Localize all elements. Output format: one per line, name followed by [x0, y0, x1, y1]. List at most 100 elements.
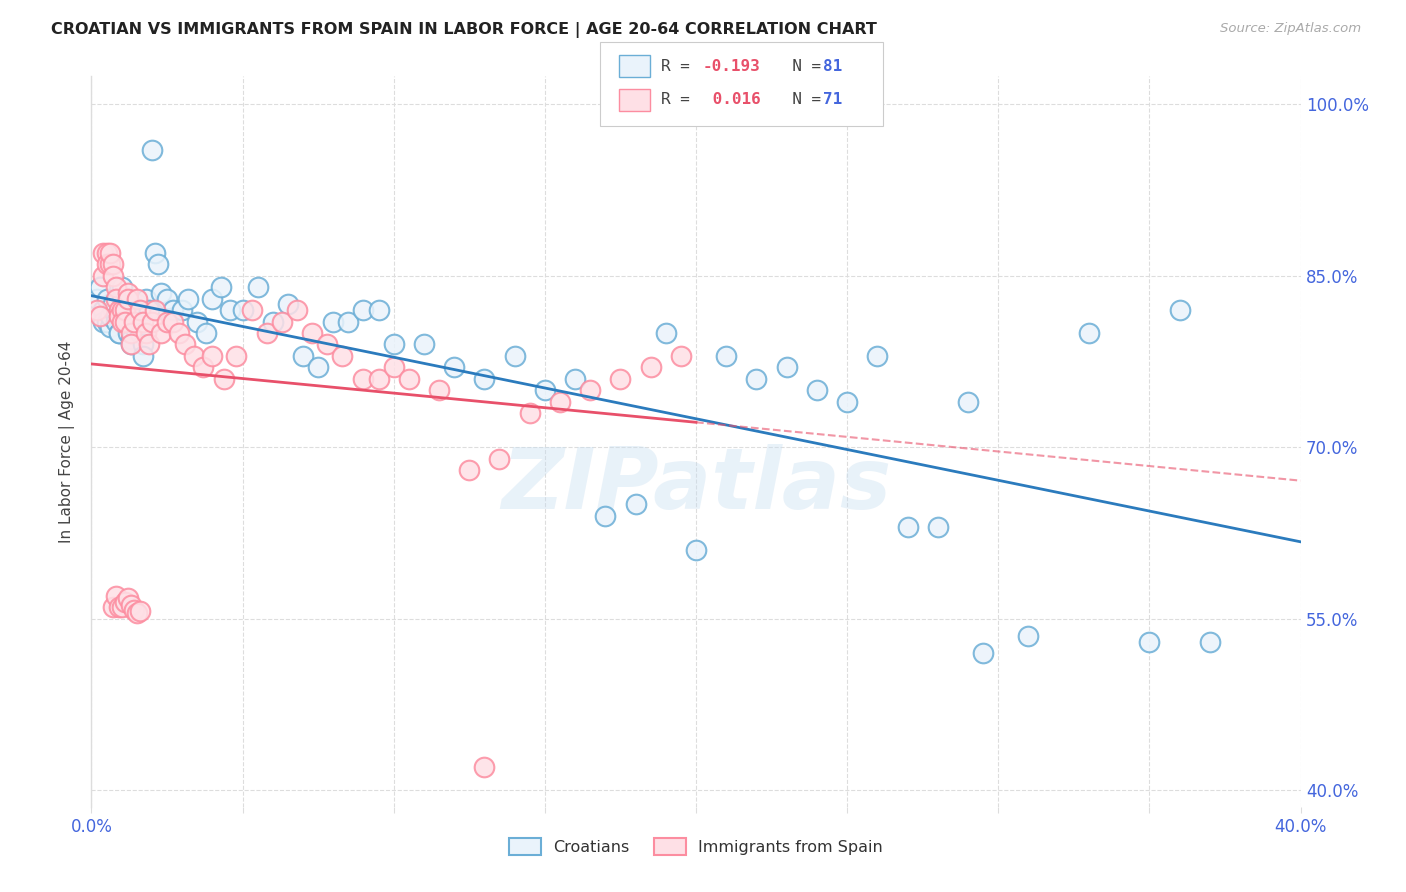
Point [104, 589, 127, 603]
Point [866, 349, 889, 363]
Point [183, 349, 205, 363]
Point [1018, 629, 1040, 643]
Point [219, 303, 242, 318]
Point [149, 285, 172, 300]
Point [96, 314, 118, 328]
Point [93, 268, 115, 283]
Point [89, 309, 111, 323]
Point [104, 292, 127, 306]
Point [533, 383, 555, 397]
Point [104, 314, 127, 328]
Point [292, 349, 315, 363]
Point [98, 257, 121, 271]
Point [104, 280, 127, 294]
Point [107, 326, 129, 340]
Text: 71: 71 [823, 93, 842, 107]
Point [714, 349, 737, 363]
Point [897, 520, 920, 534]
Point [654, 326, 676, 340]
Point [128, 604, 150, 618]
Point [225, 349, 247, 363]
Text: 0.016: 0.016 [703, 93, 761, 107]
Point [146, 257, 169, 271]
Point [141, 143, 163, 157]
Point [89, 280, 111, 294]
Point [277, 297, 299, 311]
Point [640, 360, 662, 375]
Point [172, 303, 194, 318]
Point [98, 246, 121, 260]
Point [246, 280, 269, 294]
Point [835, 394, 858, 409]
Point [337, 314, 360, 328]
Point [956, 394, 979, 409]
Point [120, 337, 142, 351]
Point [107, 303, 129, 318]
Point [93, 246, 115, 260]
Point [1198, 634, 1220, 648]
Point [262, 314, 284, 328]
Point [125, 303, 148, 318]
Point [107, 309, 129, 323]
Point [111, 314, 132, 328]
Point [101, 268, 124, 283]
Point [93, 303, 115, 318]
Point [98, 309, 121, 323]
Point [107, 600, 129, 615]
Point [472, 760, 495, 774]
Text: R =: R = [661, 93, 699, 107]
Point [143, 246, 166, 260]
Point [579, 383, 602, 397]
Point [231, 303, 253, 318]
Point [117, 591, 139, 606]
Point [114, 309, 136, 323]
Point [427, 383, 450, 397]
Point [972, 646, 994, 660]
Point [162, 314, 184, 328]
Text: 81: 81 [823, 59, 842, 73]
Text: N =: N = [773, 59, 831, 73]
Point [132, 349, 155, 363]
Point [503, 349, 526, 363]
Point [120, 337, 142, 351]
Point [1077, 326, 1099, 340]
Point [927, 520, 949, 534]
Point [548, 394, 571, 409]
Point [122, 314, 145, 328]
Point [125, 297, 148, 311]
Point [256, 326, 278, 340]
Point [117, 326, 139, 340]
Point [132, 337, 155, 351]
Point [101, 257, 124, 271]
Point [117, 292, 139, 306]
Point [111, 600, 132, 615]
Point [149, 326, 172, 340]
Point [776, 360, 799, 375]
Y-axis label: In Labor Force | Age 20-64: In Labor Force | Age 20-64 [59, 341, 76, 542]
Point [624, 497, 647, 511]
Point [609, 372, 631, 386]
Point [1139, 634, 1161, 648]
Point [669, 349, 692, 363]
Point [122, 602, 145, 616]
Point [240, 303, 263, 318]
Point [270, 314, 292, 328]
Point [195, 326, 218, 340]
Text: Source: ZipAtlas.com: Source: ZipAtlas.com [1220, 22, 1361, 36]
Text: N =: N = [773, 93, 831, 107]
Point [117, 285, 139, 300]
Point [120, 332, 142, 346]
Text: ZIPatlas: ZIPatlas [501, 444, 891, 527]
Point [193, 360, 215, 375]
Point [114, 303, 136, 318]
Point [128, 314, 150, 328]
Point [214, 372, 236, 386]
Text: -0.193: -0.193 [703, 59, 761, 73]
Point [806, 383, 828, 397]
Point [322, 314, 344, 328]
Legend: Croatians, Immigrants from Spain: Croatians, Immigrants from Spain [502, 832, 890, 862]
Point [382, 337, 405, 351]
Point [1168, 303, 1191, 318]
Point [111, 280, 132, 294]
Point [138, 337, 160, 351]
